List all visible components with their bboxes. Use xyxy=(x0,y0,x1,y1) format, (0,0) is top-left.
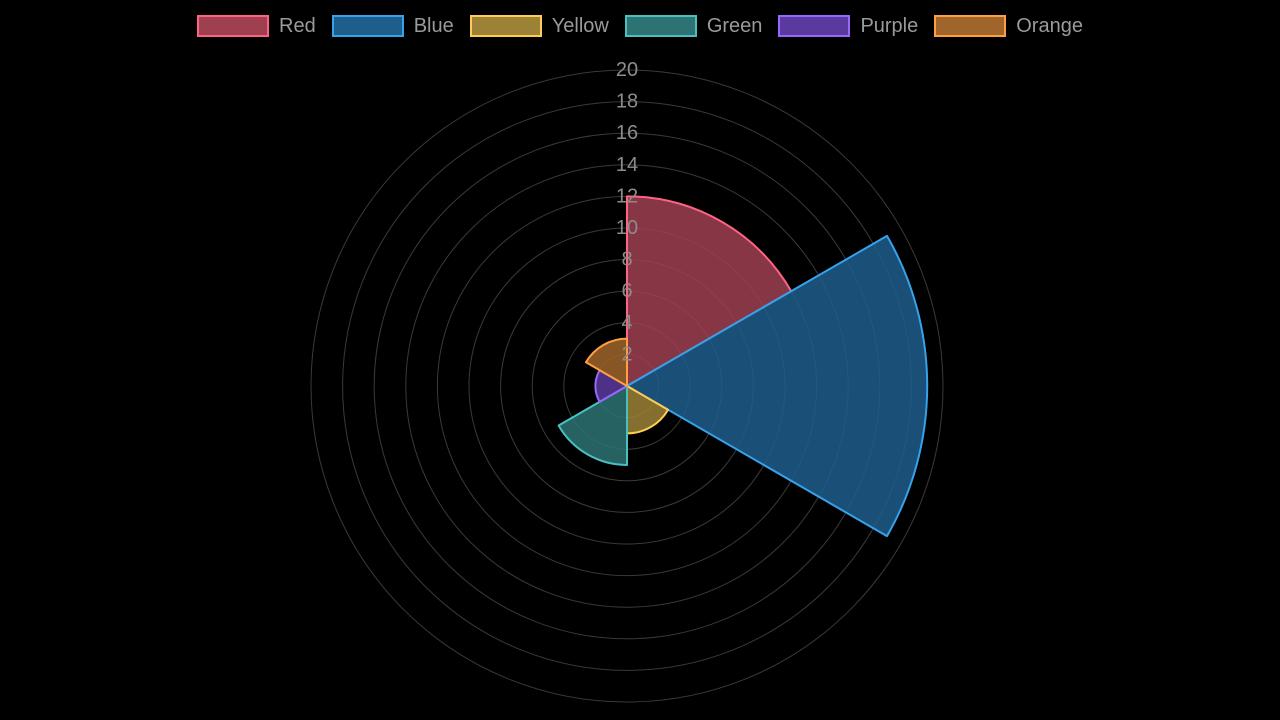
radial-tick-label: 2 xyxy=(621,343,632,365)
radial-tick-label: 10 xyxy=(616,217,638,239)
legend-item-green[interactable]: Green xyxy=(624,14,763,38)
legend-swatch xyxy=(934,15,1007,37)
legend-item-red[interactable]: Red xyxy=(197,14,316,38)
legend-label: Red xyxy=(279,15,316,37)
legend-item-blue[interactable]: Blue xyxy=(331,14,454,38)
radial-tick-label: 16 xyxy=(616,122,638,144)
segment-red[interactable] xyxy=(626,195,793,387)
legend-item-orange[interactable]: Orange xyxy=(934,14,1083,38)
legend-item-purple[interactable]: Purple xyxy=(778,14,918,38)
radial-tick-label: 12 xyxy=(616,185,638,207)
radial-tick-label: 18 xyxy=(616,91,638,113)
legend-swatch xyxy=(331,15,404,37)
chart-legend: Red Blue Yellow Green Purple Orange xyxy=(0,14,1280,38)
radial-tick-label: 4 xyxy=(621,312,632,334)
radial-tick-label: 8 xyxy=(621,249,632,271)
radial-tick-label: 20 xyxy=(616,59,638,81)
radial-tick-labels: 2 4 6 8 10 12 14 16 18 20 xyxy=(616,59,638,365)
legend-item-yellow[interactable]: Yellow xyxy=(469,14,609,38)
segment-green[interactable] xyxy=(557,385,628,466)
legend-label: Purple xyxy=(860,15,919,37)
legend-label: Yellow xyxy=(551,15,609,37)
radial-tick-label: 6 xyxy=(621,280,632,302)
legend-swatch xyxy=(197,15,270,37)
segment-blue[interactable] xyxy=(626,234,929,538)
radial-tick-label: 14 xyxy=(616,154,638,176)
legend-label: Green xyxy=(706,15,763,37)
segments xyxy=(557,195,929,538)
legend-label: Blue xyxy=(413,15,454,37)
segment-orange[interactable] xyxy=(584,337,628,387)
legend-swatch xyxy=(469,15,542,37)
grid-ring xyxy=(310,69,944,703)
legend-swatch xyxy=(624,15,697,37)
legend-swatch xyxy=(778,15,851,37)
legend-label: Orange xyxy=(1016,15,1083,37)
